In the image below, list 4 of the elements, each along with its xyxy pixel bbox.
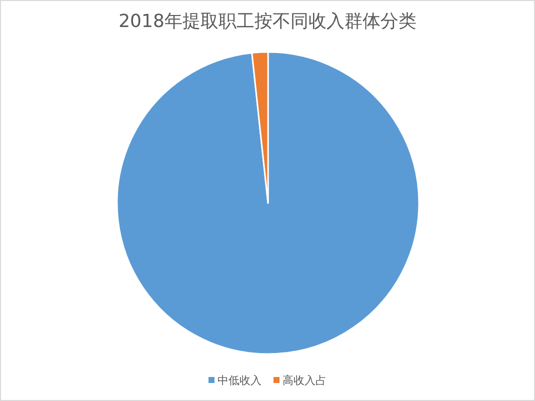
- chart-title: 2018年提取职工按不同收入群体分类: [118, 11, 416, 32]
- pie-slice: [116, 51, 420, 355]
- legend-label: 中低收入: [218, 374, 262, 387]
- legend-label: 高收入占: [282, 374, 326, 387]
